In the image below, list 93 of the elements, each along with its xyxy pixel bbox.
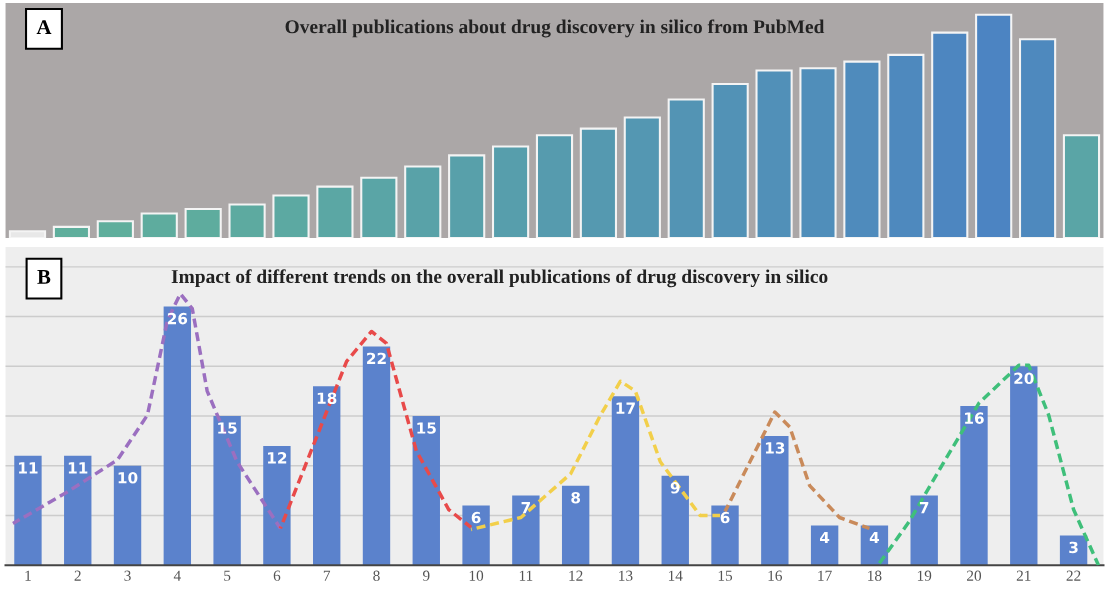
x-tick-label: 19 [917,570,932,581]
bar [96,220,134,238]
bar [975,13,1013,238]
data-label: 17 [616,402,635,414]
bar [611,396,640,566]
x-tick-label: 22 [1066,570,1081,581]
data-label: 12 [268,452,287,464]
bar [8,230,47,238]
bar [404,165,442,238]
x-tick-label: 6 [273,570,281,581]
x-tick-label: 18 [868,570,882,581]
bar [755,69,793,238]
data-label: 6 [471,511,481,524]
bar [1010,366,1038,566]
bar [960,406,988,566]
data-label: 16 [965,412,984,424]
x-tick-label: 14 [668,570,683,581]
bar [579,127,618,238]
bar [362,346,391,566]
annotation: A [36,20,52,34]
data-label: 20 [1014,372,1034,385]
chart-title: Overall publications about drug discovery in silico from PubMed [285,19,825,38]
bar [843,60,881,238]
data-label: 11 [68,462,88,474]
data-label: 8 [571,491,581,504]
x-tick-label: 15 [718,570,733,581]
x-tick-label: 12 [569,570,583,581]
x-tick-label: 10 [469,570,484,581]
bar [535,134,574,238]
bar [711,82,749,238]
data-label: 18 [317,392,337,404]
x-tick-label: 1 [25,570,31,581]
x-tick-label: 13 [619,570,633,581]
x-tick-label: 9 [422,570,430,581]
text: Impact of different trends on the overall publications of drug discovery in silico [171,269,828,288]
bar [14,455,42,566]
x-tick-label: 21 [1016,570,1031,581]
data-label: 6 [720,511,730,524]
data-label: 4 [869,531,880,544]
bar [52,225,91,238]
bar [316,185,354,238]
bar [412,416,440,566]
data-label: 22 [367,352,386,364]
bar [448,154,486,238]
bar [661,475,689,566]
bar [113,465,142,566]
bar [360,176,398,238]
data-label: 15 [218,422,237,434]
x-tick-label: 20 [967,570,982,581]
bar [64,455,92,566]
bar [512,495,540,566]
bar [799,67,837,238]
data-label: 15 [417,422,436,434]
x-tick-label: 3 [124,570,131,581]
x-tick-label: 11 [519,570,533,581]
bar [263,445,291,566]
bar [810,525,839,566]
bar [213,416,241,566]
data-label: 3 [1069,541,1078,554]
x-tick-label: 5 [224,570,231,581]
bar [761,435,789,566]
bar [910,495,938,566]
x-tick-label: 16 [768,570,783,581]
data-label: 7 [521,502,530,514]
data-label: 9 [670,481,680,494]
bar [184,207,222,238]
x-tick-label: 2 [74,570,81,581]
x-tick-label: 7 [323,570,331,581]
bar [711,505,739,566]
data-label: 13 [765,442,785,454]
data-label: 4 [819,531,830,544]
data-label: 26 [167,312,188,325]
data-label: 11 [19,462,38,474]
bar [491,145,530,238]
bar [561,485,590,566]
bar [623,116,661,238]
annotation: B [37,270,51,284]
bar [1062,134,1101,238]
bar [667,98,705,238]
x-tick-label: 8 [373,570,380,581]
bar [272,194,310,238]
bar [887,53,925,238]
data-label: 7 [919,502,929,514]
bar [140,212,178,238]
x-tick-label: 17 [818,570,832,581]
bar [163,306,192,566]
bar [462,505,490,566]
bar [931,31,969,238]
bar [228,203,266,238]
x-tick-label: 4 [173,570,181,581]
bar [313,386,341,566]
data-label: 10 [118,472,138,484]
bar [1018,38,1057,238]
